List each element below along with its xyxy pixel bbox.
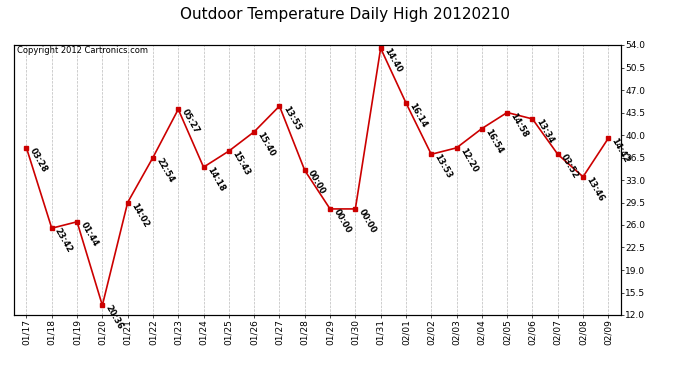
Text: 20:36: 20:36: [104, 304, 125, 332]
Text: 00:00: 00:00: [357, 207, 377, 235]
Text: 15:43: 15:43: [230, 150, 251, 177]
Text: 16:54: 16:54: [483, 127, 504, 155]
Text: Outdoor Temperature Daily High 20120210: Outdoor Temperature Daily High 20120210: [180, 8, 510, 22]
Text: 13:46: 13:46: [584, 176, 606, 203]
Text: 14:40: 14:40: [382, 47, 403, 75]
Text: 14:42: 14:42: [610, 137, 631, 165]
Text: 03:28: 03:28: [28, 147, 49, 174]
Text: 01:44: 01:44: [79, 220, 99, 248]
Text: 12:20: 12:20: [458, 147, 479, 174]
Text: Copyright 2012 Cartronics.com: Copyright 2012 Cartronics.com: [17, 46, 148, 56]
Text: 00:00: 00:00: [306, 169, 327, 196]
Text: 22:54: 22:54: [155, 156, 175, 184]
Text: 03:52: 03:52: [559, 153, 580, 180]
Text: 00:00: 00:00: [331, 207, 353, 235]
Text: 16:14: 16:14: [407, 102, 428, 129]
Text: 13:34: 13:34: [534, 117, 555, 145]
Text: 14:02: 14:02: [129, 201, 150, 229]
Text: 05:27: 05:27: [179, 108, 201, 135]
Text: 13:53: 13:53: [433, 153, 454, 180]
Text: 14:58: 14:58: [509, 111, 530, 139]
Text: 23:42: 23:42: [53, 227, 75, 255]
Text: 14:18: 14:18: [205, 166, 226, 194]
Text: 15:40: 15:40: [255, 130, 277, 158]
Text: 13:55: 13:55: [281, 105, 302, 132]
